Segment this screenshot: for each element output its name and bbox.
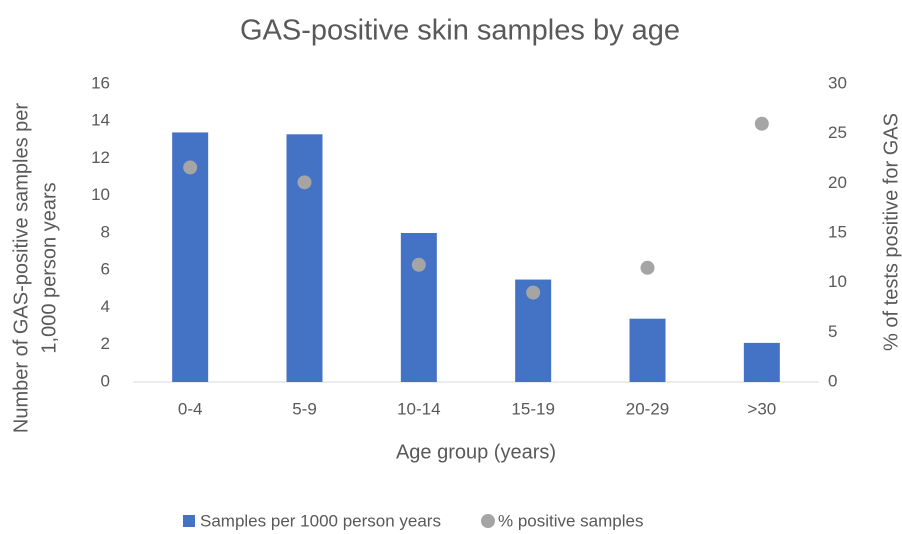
y-tick-label: 12 [91,148,110,167]
y-tick-label: 4 [101,297,110,316]
y-tick-label: 2 [101,334,110,353]
point [297,175,312,190]
point [640,260,655,275]
y-tick-label: 0 [101,371,110,390]
x-tick-label: 20-29 [626,399,669,418]
y-tick-label: 8 [101,222,110,241]
bar [400,233,437,382]
x-tick-label: 10-14 [397,399,440,418]
bar [743,342,780,382]
point [754,116,769,131]
y-tick-label: 6 [101,260,110,279]
bar [629,318,666,382]
y-axis-label: Number of GAS-positive samples per [10,103,32,433]
point [183,160,198,175]
x-tick-label: 5-9 [292,399,317,418]
legend-label: % positive samples [498,511,644,530]
point [526,285,541,300]
y-axis-label: 1,000 person years [38,182,60,353]
x-tick-label: 15-19 [511,399,554,418]
y2-tick-label: 0 [828,371,837,390]
x-axis-label: Age group (years) [396,441,556,463]
x-tick-label: >30 [747,399,776,418]
y2-tick-label: 20 [828,173,847,192]
y2-tick-label: 15 [828,222,847,241]
y2-tick-label: 25 [828,123,847,142]
y2-tick-label: 10 [828,272,847,291]
y2-tick-label: 30 [828,73,847,92]
y-tick-label: 14 [91,111,110,130]
y2-axis-label: % of tests positive for GAS [880,113,902,351]
point [411,257,426,272]
x-tick-label: 0-4 [178,399,203,418]
bar [286,134,323,382]
y2-tick-label: 5 [828,322,837,341]
chart-title: GAS-positive skin samples by age [240,15,680,47]
legend-label: Samples per 1000 person years [200,511,441,530]
y-tick-label: 16 [91,73,110,92]
legend-swatch [183,515,195,527]
legend-swatch [480,514,495,528]
y-tick-label: 10 [91,185,110,204]
